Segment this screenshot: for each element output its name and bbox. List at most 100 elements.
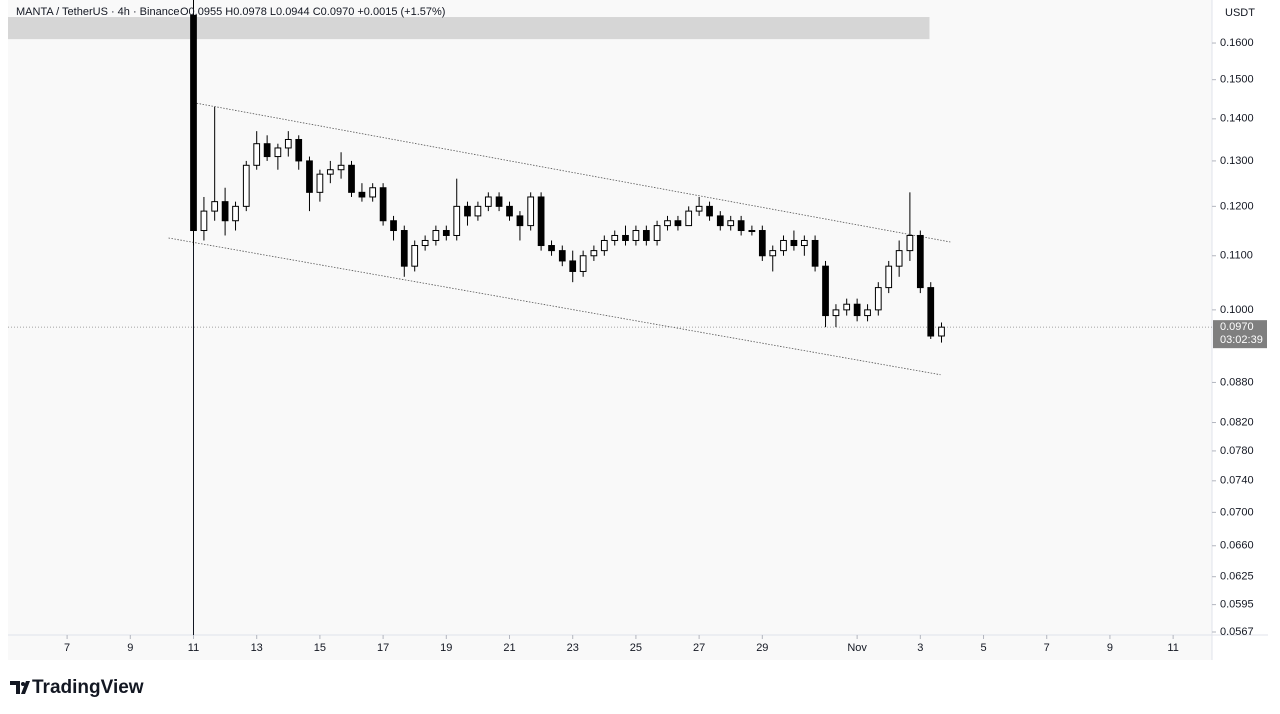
y-tick-label: 0.1200	[1220, 200, 1254, 212]
x-tick-label: 29	[756, 642, 768, 654]
plot-background	[8, 0, 1212, 660]
candle	[411, 240, 419, 272]
candle	[590, 245, 598, 261]
candle-body	[927, 287, 935, 337]
x-tick-label: Nov	[847, 642, 867, 654]
y-tick-label: 0.0780	[1220, 445, 1254, 457]
candle-body	[316, 173, 324, 193]
candle	[316, 169, 324, 202]
logo-dot	[21, 682, 25, 686]
candle-body	[411, 245, 419, 267]
candle	[927, 282, 935, 339]
candle-body	[253, 143, 261, 166]
candle-body	[379, 187, 387, 222]
candle-body	[400, 230, 408, 267]
y-tick-label: 0.0625	[1220, 571, 1254, 583]
x-tick-label: 11	[188, 642, 199, 654]
candle	[569, 250, 577, 283]
candle-body	[527, 196, 535, 227]
logo: TradingView	[10, 677, 144, 698]
candle	[632, 225, 640, 246]
candle	[800, 235, 808, 256]
y-tick-label: 0.0820	[1220, 416, 1254, 428]
candle-body	[769, 250, 777, 257]
candle-body	[938, 326, 945, 337]
candle	[348, 160, 355, 197]
candle-body	[685, 210, 693, 227]
candle-body	[432, 230, 440, 241]
candle-body	[611, 234, 619, 241]
candle	[811, 235, 819, 272]
candle-body	[306, 160, 313, 193]
y-tick-label: 0.0880	[1220, 376, 1254, 388]
candle-body	[263, 143, 271, 158]
candle-body	[200, 210, 208, 232]
candle-body	[895, 250, 903, 267]
candle-body	[790, 239, 798, 247]
candle	[453, 178, 461, 241]
candle-body	[516, 215, 524, 227]
x-tick-label: 13	[251, 642, 263, 654]
candle-body	[348, 164, 355, 193]
candle-body	[242, 164, 250, 207]
candle	[864, 304, 871, 322]
candle-body	[569, 260, 577, 272]
x-tick-label: 5	[980, 642, 986, 654]
candle	[506, 201, 513, 221]
x-tick-label: 27	[693, 642, 705, 654]
candle-body	[642, 230, 650, 241]
candle	[832, 304, 840, 328]
candle	[611, 230, 619, 246]
candle	[622, 225, 629, 246]
candle	[600, 235, 608, 256]
candle-body	[453, 205, 461, 236]
y-tick-label: 0.0567	[1220, 626, 1254, 638]
y-tick-label: 0.0700	[1220, 506, 1254, 518]
candle-body	[737, 220, 745, 232]
candle-body	[832, 309, 840, 317]
candle-body	[390, 220, 397, 232]
candle-body	[800, 239, 808, 247]
candle-body	[843, 303, 851, 311]
candle	[221, 187, 229, 236]
candle	[306, 156, 313, 212]
candle-body	[885, 265, 893, 289]
candle	[474, 201, 482, 221]
candle	[695, 196, 703, 216]
candle-body	[358, 191, 366, 198]
y-tick-label: 0.0740	[1220, 475, 1254, 487]
y-tick-label: 0.0660	[1220, 540, 1254, 552]
candle-body	[558, 250, 566, 262]
candle-body	[727, 220, 735, 227]
candle-body	[716, 215, 724, 227]
y-tick-label: 0.1000	[1220, 304, 1254, 316]
candle	[516, 211, 524, 241]
candle-body	[211, 201, 219, 212]
x-tick-label: 15	[314, 642, 326, 654]
candle	[938, 322, 945, 343]
candle-body	[474, 205, 482, 217]
candle	[822, 260, 829, 328]
candle-body	[864, 309, 871, 317]
candle-body	[822, 265, 829, 317]
candle-body	[464, 205, 471, 217]
y-tick-label: 0.1500	[1220, 74, 1254, 86]
candle	[853, 298, 861, 322]
candle	[358, 183, 366, 202]
candle	[211, 106, 219, 221]
candle-body	[537, 196, 545, 247]
candle	[579, 250, 587, 277]
candle	[780, 235, 787, 256]
candle	[885, 260, 893, 294]
currency-label: USDT	[1225, 7, 1255, 19]
candle-body	[232, 205, 239, 222]
candle-body	[326, 169, 334, 175]
candle	[716, 211, 724, 231]
candle-body	[853, 303, 861, 317]
candle-body	[632, 230, 640, 241]
candle	[200, 196, 208, 241]
y-tick-label: 0.1100	[1220, 250, 1253, 262]
candle-body	[622, 234, 629, 241]
